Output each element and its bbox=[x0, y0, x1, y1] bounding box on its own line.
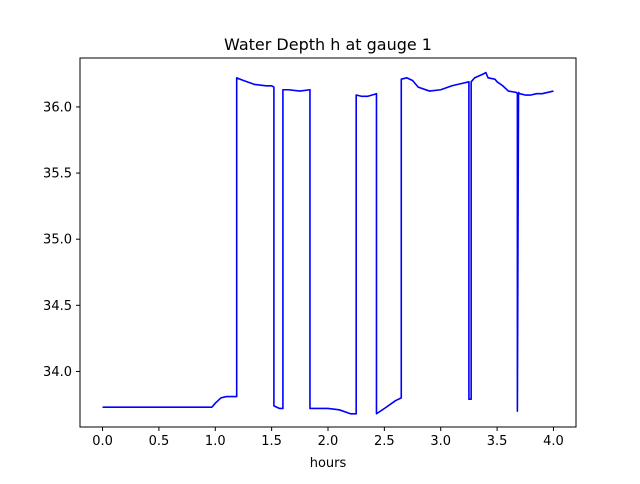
series-line-0 bbox=[102, 71, 554, 415]
x-tick-label: 1.5 bbox=[261, 434, 282, 449]
axes-layer: 0.0 0.5 1.0 1.5 2.0 2.5 3.0 3.5 4.0 34.0 34.5 35.0 3… bbox=[43, 57, 577, 449]
y-tick-label: 34.0 bbox=[43, 365, 72, 380]
x-tick-label: 3.0 bbox=[430, 434, 451, 449]
x-axis-label: hours bbox=[310, 456, 347, 471]
y-tick-label: 34.5 bbox=[43, 299, 72, 314]
x-tick-label: 0.0 bbox=[92, 434, 113, 449]
series-layer bbox=[102, 71, 554, 415]
x-tick-label: 2.5 bbox=[374, 434, 395, 449]
x-tick-label: 1.0 bbox=[205, 434, 226, 449]
x-tick-label: 2.0 bbox=[318, 434, 339, 449]
y-tick-label: 35.0 bbox=[43, 233, 72, 248]
chart-title: Water Depth h at gauge 1 bbox=[224, 35, 432, 54]
x-tick-label: 3.5 bbox=[487, 434, 508, 449]
x-tick-label: 4.0 bbox=[543, 434, 564, 449]
y-tick-label: 36.0 bbox=[43, 100, 72, 115]
x-tick-label: 0.5 bbox=[149, 434, 170, 449]
y-tick-label: 35.5 bbox=[43, 167, 72, 182]
